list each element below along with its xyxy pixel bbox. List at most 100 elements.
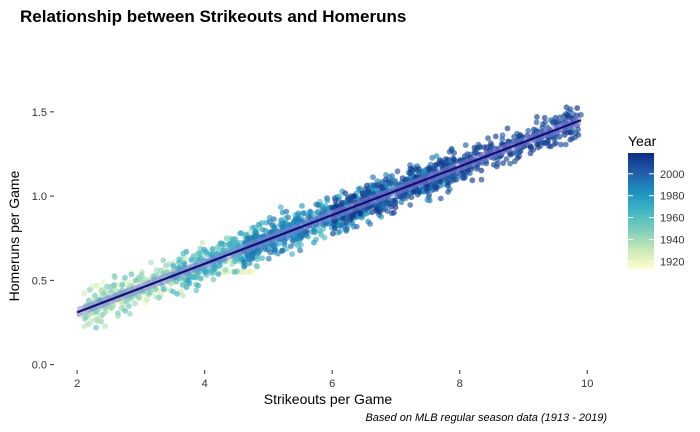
scatter-point: [360, 192, 367, 199]
scatter-point: [180, 292, 186, 299]
scatter-point: [574, 105, 581, 111]
scatter-point: [160, 286, 167, 293]
scatter-point: [231, 269, 238, 275]
x-tick-label: 6: [329, 378, 335, 390]
scatter-point: [394, 168, 401, 175]
scatter-point: [148, 259, 154, 266]
scatter-point: [242, 262, 248, 269]
scatter-point: [143, 296, 150, 303]
scatter-point: [137, 277, 144, 283]
scatter-point: [246, 269, 253, 275]
scatter-point: [122, 274, 128, 281]
scatter-point: [478, 176, 485, 183]
scatter-point: [160, 257, 167, 264]
scatter-point: [265, 255, 272, 262]
scatter-point: [450, 176, 457, 183]
scatter-point: [255, 249, 262, 256]
scatter-point: [557, 141, 564, 148]
scatter-point: [285, 214, 291, 221]
scatter-point: [416, 169, 422, 176]
scatter-point: [128, 271, 135, 278]
scatter-point: [492, 133, 499, 140]
y-axis-label: Homeruns per Game: [6, 170, 22, 301]
scatter-point: [504, 125, 511, 132]
scatter-point: [414, 191, 421, 198]
scatter-point: [88, 318, 95, 324]
scatter-point: [511, 158, 518, 165]
legend-label: 2000: [660, 169, 684, 181]
scatter-point: [267, 249, 274, 256]
scatter-point: [195, 282, 202, 289]
scatter-point: [483, 160, 490, 167]
scatter-point: [365, 186, 372, 193]
scatter-point: [410, 189, 417, 196]
scatter-point: [255, 221, 262, 228]
scatter-point: [552, 134, 558, 141]
scatter-point: [445, 189, 451, 195]
scatter-point: [528, 143, 534, 150]
scatter-point: [311, 226, 317, 233]
scatter-point: [295, 212, 302, 219]
scatter-point: [307, 208, 313, 215]
scatter-point: [158, 267, 165, 274]
scatter-point: [112, 274, 118, 281]
scatter-point: [429, 154, 436, 161]
scatter-point: [551, 141, 558, 147]
scatter-point: [445, 180, 452, 187]
scatter-point: [542, 140, 548, 147]
scatter-point: [336, 228, 343, 235]
x-axis-ticks: 2 4 6 8 10: [74, 370, 593, 390]
scatter-point: [132, 277, 139, 284]
scatter-point: [282, 219, 289, 226]
scatter-point: [311, 239, 317, 246]
scatter-point: [238, 230, 245, 236]
scatter-point: [237, 254, 244, 261]
scatter-point: [138, 272, 145, 278]
scatter-point: [507, 160, 513, 167]
scatter-point: [136, 294, 142, 301]
scatter-point: [122, 307, 128, 314]
scatter-point: [277, 204, 284, 211]
legend-colorbar: [628, 153, 654, 269]
scatter-point: [93, 282, 99, 289]
scatter-point: [254, 263, 261, 270]
scatter-point: [305, 213, 311, 220]
scatter-point: [383, 172, 389, 178]
scatter-point: [324, 197, 331, 204]
scatter-point: [471, 144, 478, 151]
scatter-point: [540, 121, 546, 127]
scatter-point: [499, 132, 506, 139]
trend-line: [76, 119, 582, 314]
scatter-point: [93, 316, 100, 323]
scatter-point: [292, 216, 299, 223]
legend-label: 1960: [660, 213, 684, 225]
scatter-point: [451, 150, 457, 156]
scatter-point: [102, 308, 109, 315]
scatter-point: [249, 251, 256, 258]
scatter-point: [473, 166, 480, 172]
scatter-point: [179, 281, 186, 288]
scatter-point: [550, 118, 557, 125]
scatter-point: [81, 316, 88, 322]
scatter-point: [246, 236, 252, 243]
scatter-point: [240, 269, 246, 275]
scatter-point: [295, 243, 301, 249]
scatter-point: [389, 173, 395, 179]
chart-title: Relationship between Strikeouts and Home…: [20, 7, 406, 26]
scatter-point: [126, 303, 132, 309]
scatter-point: [330, 230, 336, 237]
scatter-point: [541, 114, 548, 121]
scatter-point: [534, 114, 540, 120]
scatter-point: [481, 144, 487, 151]
scatter-point: [108, 288, 114, 295]
scatter-point: [246, 260, 253, 267]
scatter-point: [316, 227, 323, 234]
trend-layer: [76, 115, 582, 318]
scatter-point: [533, 119, 540, 126]
scatter-point: [98, 318, 105, 325]
scatter-point: [269, 242, 276, 249]
scatter-point: [190, 274, 197, 280]
scatter-point: [197, 275, 204, 282]
scatter-point: [193, 287, 200, 294]
